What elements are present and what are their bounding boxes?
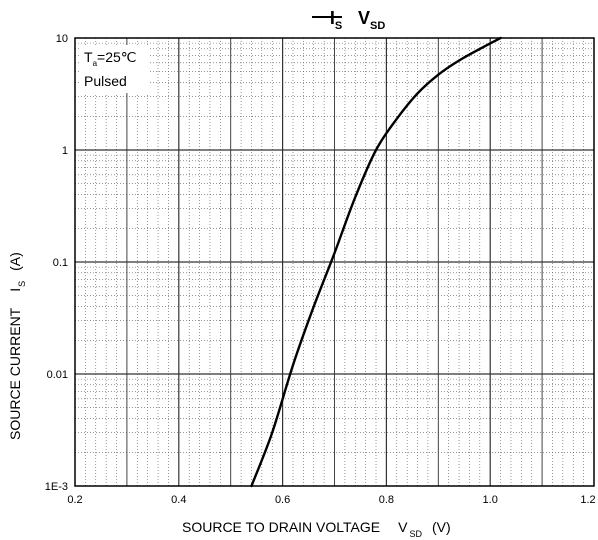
y-tick-labels: 1E-3 0.01 0.1 1 10 — [45, 33, 68, 493]
x-label-subscript: SD — [409, 529, 422, 539]
x-tick-label: 1.2 — [580, 494, 595, 506]
y-label-text: SOURCE CURRENT — [7, 307, 23, 440]
x-tick-label: 0.6 — [275, 494, 290, 506]
annotation-temperature: Ta=25℃ — [84, 49, 137, 68]
y-axis-label: SOURCE CURRENT IS (A) — [7, 252, 27, 440]
x-tick-label: 0.2 — [67, 494, 82, 506]
x-tick-label: 0.8 — [379, 494, 394, 506]
plot-frame — [74, 37, 595, 487]
temp-symbol: T — [84, 49, 93, 65]
title-left-subscript: S — [335, 20, 342, 32]
y-tick-label: 1 — [62, 145, 68, 157]
y-tick-label: 0.01 — [47, 369, 68, 381]
y-tick-label: 0.1 — [53, 257, 68, 269]
x-label-text: SOURCE TO DRAIN VOLTAGE — [182, 519, 380, 535]
title-right-symbol: V — [358, 8, 370, 28]
y-tick-label: 1E-3 — [45, 481, 68, 493]
y-label-subscript: S — [17, 281, 27, 287]
y-tick-label: 10 — [56, 33, 68, 45]
x-label-symbol: V — [398, 519, 408, 535]
series-line — [250, 36, 502, 488]
x-tick-labels: 0.2 0.4 0.6 0.8 1.0 1.2 — [67, 494, 595, 506]
temp-subscript: a — [93, 59, 98, 68]
x-tick-label: 0.4 — [171, 494, 186, 506]
grid-major — [75, 38, 594, 486]
x-axis-label: SOURCE TO DRAIN VOLTAGE V SD (V) — [182, 519, 451, 539]
annotation-mode: Pulsed — [84, 73, 127, 89]
grid-minor — [75, 38, 594, 486]
annotation-backdrop — [80, 45, 148, 93]
chart-title: IS — [330, 8, 342, 32]
chart-title-right: VSD — [358, 8, 385, 32]
y-label-unit: (A) — [7, 252, 23, 271]
title-right-subscript: SD — [370, 20, 385, 32]
x-tick-label: 1.0 — [483, 494, 498, 506]
y-label-symbol: I — [7, 288, 23, 292]
temp-value: =25℃ — [97, 49, 136, 65]
x-label-unit: (V) — [432, 519, 451, 535]
